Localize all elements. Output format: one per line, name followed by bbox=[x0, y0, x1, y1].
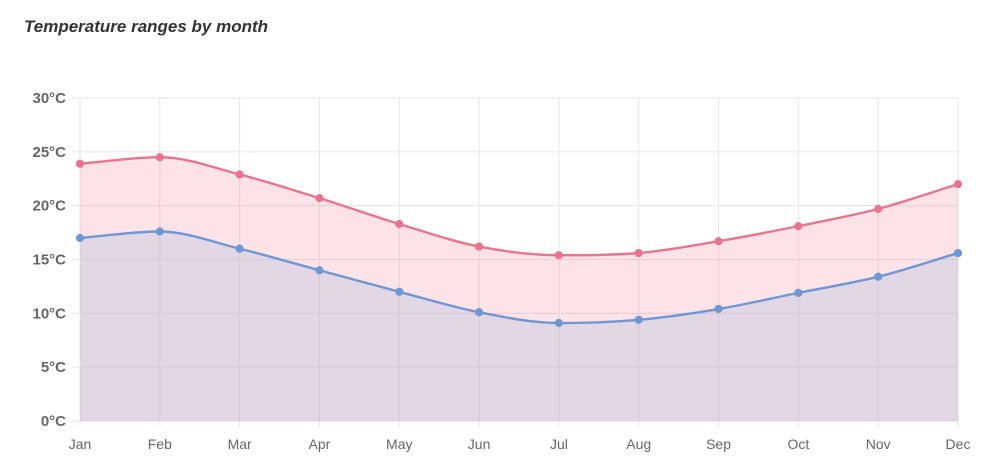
high-data-point[interactable] bbox=[155, 153, 164, 162]
x-axis-ticks: Jan Feb Mar Apr May Jun Jul Aug Sep Oct Nov Dec bbox=[69, 436, 971, 452]
y-tick-label: 15°C bbox=[32, 252, 66, 269]
high-series-line bbox=[79, 156, 959, 257]
y-tick-label: 0°C bbox=[41, 413, 66, 430]
low-data-point[interactable] bbox=[315, 266, 324, 275]
high-data-point[interactable] bbox=[634, 248, 643, 258]
grid-lines bbox=[72, 97, 959, 427]
high-data-point[interactable] bbox=[75, 159, 85, 168]
x-tick-label: Aug bbox=[626, 436, 651, 452]
x-tick-label: Jun bbox=[468, 436, 491, 452]
low-data-point[interactable] bbox=[235, 244, 244, 253]
x-tick-label: Oct bbox=[787, 436, 809, 452]
x-tick-label: Jan bbox=[69, 436, 92, 452]
chart-title: Temperature ranges by month bbox=[24, 17, 269, 36]
y-tick-label: 10°C bbox=[32, 305, 66, 322]
high-data-point[interactable] bbox=[714, 237, 723, 246]
high-data-point[interactable] bbox=[235, 170, 244, 179]
y-tick-label: 30°C bbox=[32, 90, 66, 107]
high-series-area bbox=[80, 157, 958, 421]
high-data-point[interactable] bbox=[474, 242, 484, 251]
series-lines bbox=[79, 156, 959, 325]
x-tick-label: May bbox=[386, 436, 412, 452]
y-tick-label: 5°C bbox=[41, 359, 66, 376]
x-tick-label: Nov bbox=[866, 436, 891, 452]
low-data-point[interactable] bbox=[953, 248, 963, 258]
y-tick-label: 20°C bbox=[32, 198, 66, 215]
low-data-point[interactable] bbox=[874, 272, 883, 281]
high-data-point[interactable] bbox=[953, 180, 963, 189]
low-data-point[interactable] bbox=[155, 227, 164, 236]
high-data-point[interactable] bbox=[874, 204, 883, 213]
x-tick-label: Apr bbox=[309, 436, 331, 452]
y-axis-ticks: 0°C 5°C 10°C 15°C 20°C 25°C 30°C bbox=[32, 90, 66, 430]
x-tick-label: Dec bbox=[946, 436, 971, 452]
low-data-point[interactable] bbox=[714, 304, 723, 314]
low-series-line bbox=[79, 230, 959, 325]
low-series-area bbox=[80, 231, 958, 421]
low-data-point[interactable] bbox=[634, 315, 643, 324]
x-tick-label: Sep bbox=[706, 436, 731, 452]
y-tick-label: 25°C bbox=[32, 144, 66, 161]
series-points bbox=[75, 153, 963, 328]
low-data-point[interactable] bbox=[395, 287, 404, 296]
low-data-point[interactable] bbox=[474, 308, 484, 317]
series-areas bbox=[80, 157, 958, 421]
high-data-point[interactable] bbox=[554, 251, 564, 260]
high-data-point[interactable] bbox=[794, 222, 803, 231]
x-tick-label: Mar bbox=[228, 436, 252, 452]
low-data-point[interactable] bbox=[794, 288, 803, 297]
low-data-point[interactable] bbox=[75, 233, 85, 243]
x-tick-label: Jul bbox=[550, 436, 568, 452]
x-tick-label: Feb bbox=[148, 436, 172, 452]
low-data-point[interactable] bbox=[554, 318, 564, 328]
high-data-point[interactable] bbox=[315, 194, 324, 203]
high-data-point[interactable] bbox=[395, 219, 404, 229]
